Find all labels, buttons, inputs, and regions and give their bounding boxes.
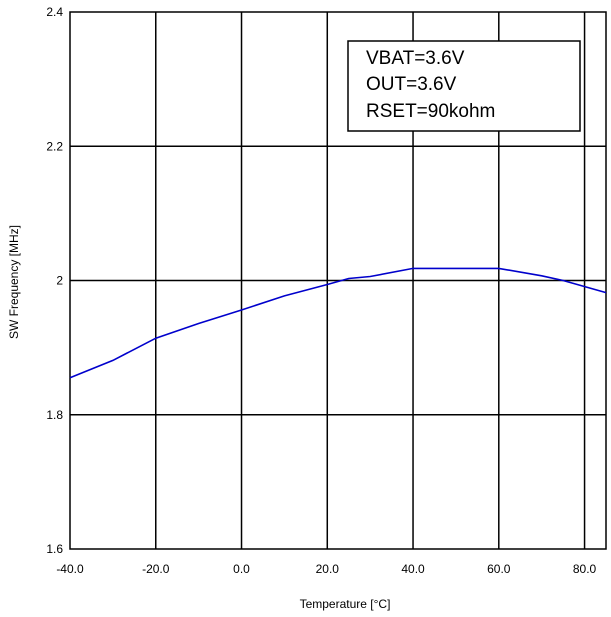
x-tick-label: -40.0 xyxy=(56,562,84,576)
series-layer xyxy=(69,267,607,379)
y-tick-label: 1.8 xyxy=(46,408,63,422)
series-line xyxy=(69,267,607,379)
x-tick-label: 40.0 xyxy=(401,562,425,576)
y-axis-label: SW Frequency [MHz] xyxy=(7,225,21,339)
x-tick-label: 80.0 xyxy=(573,562,597,576)
y-tick-label: 2.2 xyxy=(46,139,63,153)
x-tick-label: 20.0 xyxy=(316,562,340,576)
annotation-box: VBAT=3.6V OUT=3.6V RSET=90kohm xyxy=(347,40,581,132)
x-tick-label: 60.0 xyxy=(487,562,511,576)
y-tick-label: 2 xyxy=(56,274,63,288)
annotation-line-1: VBAT=3.6V xyxy=(366,48,465,69)
x-tick-label: 0.0 xyxy=(233,562,250,576)
y-tick-label: 1.6 xyxy=(46,542,63,556)
x-tick-labels: -40.0 -20.0 0.0 20.0 40.0 60.0 80.0 xyxy=(56,562,596,576)
annotation-line-2: OUT=3.6V xyxy=(366,74,457,95)
y-tick-labels: 1.6 1.8 2 2.2 2.4 xyxy=(46,5,63,556)
x-tick-label: -20.0 xyxy=(142,562,170,576)
annotation-line-3: RSET=90kohm xyxy=(366,101,495,122)
x-axis-label: Temperature [°C] xyxy=(300,597,391,611)
y-tick-label: 2.4 xyxy=(46,5,63,19)
